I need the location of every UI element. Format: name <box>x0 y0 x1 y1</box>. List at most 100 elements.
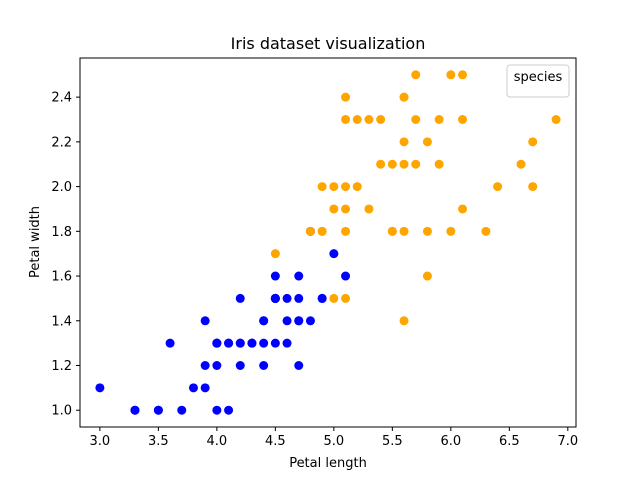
data-point <box>329 204 339 214</box>
x-axis-label: Petal length <box>289 456 367 471</box>
data-point <box>458 204 468 214</box>
data-point <box>341 182 351 192</box>
data-point <box>270 249 280 259</box>
data-point <box>411 70 421 80</box>
y-tick-label: 2.2 <box>51 135 72 150</box>
data-point <box>153 405 163 415</box>
x-tick-label: 7.0 <box>557 434 578 449</box>
data-point <box>317 182 327 192</box>
data-point <box>305 226 315 236</box>
data-point <box>188 383 198 393</box>
legend-title: species <box>514 70 563 85</box>
data-point <box>376 159 386 169</box>
data-point <box>177 405 187 415</box>
data-point <box>434 159 444 169</box>
data-point <box>422 137 432 147</box>
legend-box <box>506 64 570 98</box>
x-tick-label: 5.5 <box>382 434 403 449</box>
x-tick-label: 3.5 <box>148 434 169 449</box>
x-tick-label: 6.0 <box>440 434 461 449</box>
data-point <box>294 271 304 281</box>
data-point <box>364 204 374 214</box>
data-point <box>294 361 304 370</box>
x-tick-label: 4.0 <box>207 434 228 449</box>
y-tick-label: 1.4 <box>51 314 72 329</box>
y-axis: 1.0 1.2 1.4 1.6 1.8 2.0 2.2 2.4 <box>51 91 80 419</box>
plot-area <box>95 70 561 415</box>
data-point <box>200 316 210 326</box>
y-axis-label: Petal width <box>28 206 43 278</box>
data-point <box>212 405 222 415</box>
y-tick-label: 1.2 <box>51 359 72 374</box>
data-point <box>282 338 292 348</box>
data-point <box>200 361 210 370</box>
data-point <box>270 293 280 303</box>
data-point <box>341 92 351 102</box>
data-point <box>399 159 409 169</box>
data-point <box>516 159 526 169</box>
data-point <box>399 137 409 147</box>
data-point <box>446 70 456 80</box>
data-point <box>317 293 327 303</box>
data-point <box>95 383 105 393</box>
data-point <box>212 361 222 370</box>
data-point <box>235 338 245 348</box>
data-point <box>329 182 339 192</box>
data-point <box>329 293 339 303</box>
x-tick-label: 3.0 <box>90 434 111 449</box>
data-point <box>341 293 351 303</box>
data-point <box>341 115 351 124</box>
data-point <box>341 226 351 236</box>
data-point <box>235 361 245 370</box>
data-point <box>282 293 292 303</box>
data-point <box>446 226 456 236</box>
data-point <box>341 204 351 214</box>
x-tick-label: 4.5 <box>265 434 286 449</box>
data-point <box>411 159 421 169</box>
data-point <box>352 182 362 192</box>
data-point <box>294 316 304 326</box>
data-point <box>434 115 444 124</box>
data-point <box>329 249 339 259</box>
data-point <box>422 271 432 281</box>
data-point <box>399 226 409 236</box>
x-tick-label: 5.0 <box>324 434 345 449</box>
y-tick-label: 2.0 <box>51 180 72 195</box>
data-point <box>259 361 269 370</box>
data-point <box>399 316 409 326</box>
legend: species <box>506 64 570 98</box>
series-2 <box>270 70 561 326</box>
data-point <box>376 115 386 124</box>
data-point <box>422 226 432 236</box>
data-point <box>259 316 269 326</box>
data-point <box>282 316 292 326</box>
data-point <box>481 226 491 236</box>
data-point <box>305 316 315 326</box>
data-point <box>364 115 374 124</box>
data-point <box>247 338 257 348</box>
data-point <box>399 92 409 102</box>
data-point <box>212 338 222 348</box>
data-point <box>294 293 304 303</box>
x-tick-label: 6.5 <box>499 434 520 449</box>
data-point <box>458 70 468 80</box>
data-point <box>528 137 538 147</box>
data-point <box>352 115 362 124</box>
data-point <box>270 271 280 281</box>
axes-frame <box>79 57 577 428</box>
data-point <box>259 338 269 348</box>
y-tick-label: 1.6 <box>51 270 72 285</box>
data-point <box>235 293 245 303</box>
data-point <box>411 115 421 124</box>
data-point <box>341 271 351 281</box>
chart-title: Iris dataset visualization <box>231 34 426 53</box>
data-point <box>387 226 397 236</box>
data-point <box>200 383 210 393</box>
data-point <box>224 405 234 415</box>
data-point <box>317 226 327 236</box>
data-point <box>493 182 503 192</box>
data-point <box>165 338 175 348</box>
data-point <box>387 159 397 169</box>
data-point <box>551 115 561 124</box>
